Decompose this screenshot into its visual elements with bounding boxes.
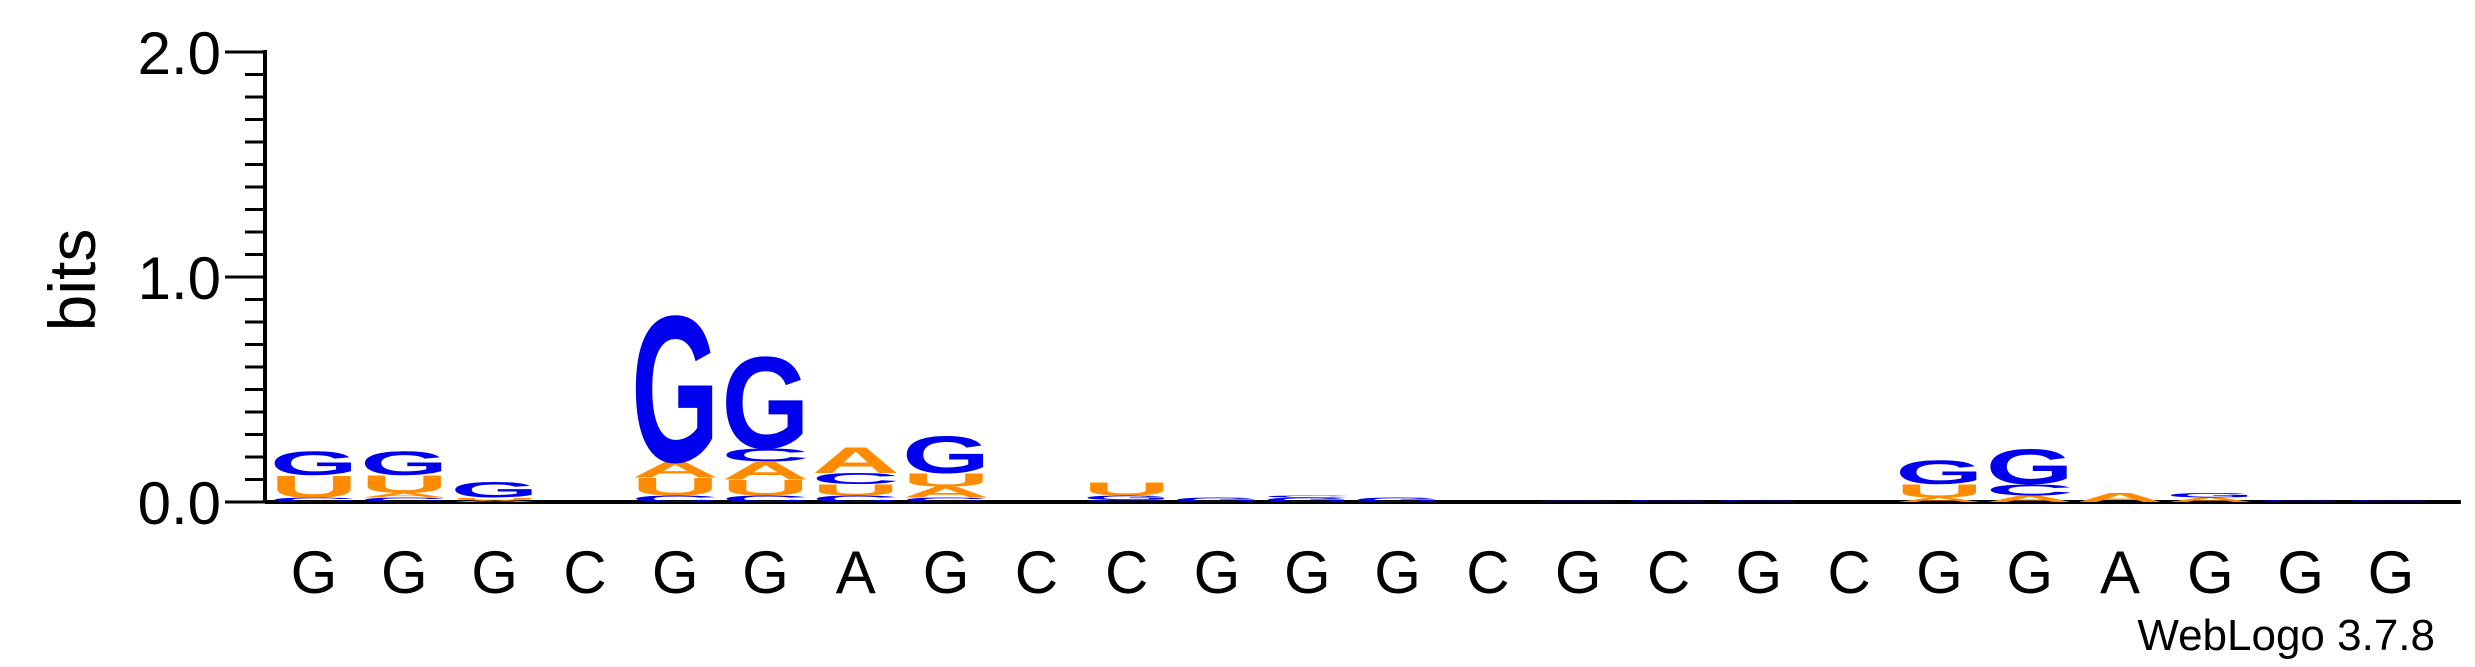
logo-letter: G — [1715, 499, 1803, 502]
position-label: G — [742, 539, 789, 606]
logo-letter: A — [902, 483, 990, 500]
logo-letter: A — [360, 492, 448, 499]
y-tick-label: 2.0 — [138, 20, 221, 87]
logo-letter: C — [631, 494, 719, 504]
logo-letter: G — [1534, 501, 1622, 503]
logo-letter: C — [902, 496, 990, 503]
logo-letter: C — [812, 494, 900, 504]
logo-letter: C — [360, 496, 448, 503]
y-tick-label: 0.0 — [138, 470, 221, 537]
position-label: G — [1284, 539, 1331, 606]
logo-letter: G — [1173, 496, 1261, 503]
position-label: C — [563, 539, 606, 606]
logo-letter: A — [1895, 496, 1983, 503]
logo-letter: A — [2076, 491, 2164, 505]
position-label: G — [381, 539, 428, 606]
logo-letter: G — [722, 329, 810, 476]
logo-letter: G — [1354, 496, 1442, 503]
logo-letter: U — [1895, 481, 1983, 502]
position-label: C — [1015, 539, 1058, 606]
logo-letter: A — [631, 458, 719, 482]
position-label: C — [1647, 539, 1690, 606]
logo-letter: G — [2347, 499, 2435, 502]
position-label: G — [471, 539, 518, 606]
position-label: G — [2277, 539, 2324, 606]
logo-letter: C — [812, 470, 900, 487]
logo-letter: A — [1986, 494, 2074, 504]
logo-letter: G — [1625, 499, 1713, 502]
logo-letter: C — [722, 445, 810, 466]
logo-letter: C — [722, 494, 810, 504]
position-label: G — [1916, 539, 1963, 606]
position-label: G — [923, 539, 970, 606]
logo-letter: G — [1083, 494, 1171, 501]
logo-letter: C — [1263, 495, 1351, 498]
position-label: G — [2006, 539, 2053, 606]
position-label: G — [291, 539, 338, 606]
logo-letter: U — [812, 481, 900, 498]
y-tick-label: 1.0 — [138, 245, 221, 312]
position-label: A — [836, 539, 876, 606]
y-ticks: 0.0 1.0 2.0 — [138, 20, 265, 537]
logo-letter: U — [631, 473, 719, 501]
position-label: G — [2368, 539, 2415, 606]
position-label: G — [1194, 539, 1241, 606]
logo-letter: C — [1083, 499, 1171, 502]
credit-label: WebLogo 3.7.8 — [2137, 611, 2435, 660]
logo-letter: G — [1986, 439, 2074, 495]
position-label: A — [2100, 539, 2140, 606]
logo-letter: G — [360, 444, 448, 483]
position-label: G — [1735, 539, 1782, 606]
logo-letter: U — [270, 469, 358, 504]
logo-letter: G — [1263, 496, 1351, 503]
logo-letter: A — [2166, 496, 2254, 503]
logo-letter: G — [451, 478, 539, 502]
logo-letter: U — [360, 470, 448, 498]
logo-letter: A — [451, 499, 539, 502]
logo-letter: G — [631, 272, 719, 506]
position-label: G — [652, 539, 699, 606]
logo-letter: U — [451, 497, 539, 500]
logo-letter: G — [270, 444, 358, 483]
logo-letter: G — [902, 425, 990, 485]
logo-letter: A — [812, 439, 900, 481]
logo-letter: U — [1083, 478, 1171, 499]
position-label: G — [2187, 539, 2234, 606]
position-label: G — [1374, 539, 1421, 606]
logo-letter: U — [902, 469, 990, 490]
position-label: C — [1466, 539, 1509, 606]
position-label: C — [1827, 539, 1870, 606]
position-label: G — [1555, 539, 1602, 606]
logo-letter: C — [1986, 481, 2074, 498]
logo-letter: G — [2166, 492, 2254, 499]
y-axis: 0.0 1.0 2.0 — [138, 20, 267, 537]
position-label: C — [1105, 539, 1148, 606]
logo-letter: G — [2257, 499, 2345, 502]
logo-letter: U — [722, 476, 810, 500]
logo-letter: C — [270, 496, 358, 503]
logo-letter: A — [722, 457, 810, 485]
logo-letter: G — [1895, 453, 1983, 492]
y-axis-title: bits — [35, 229, 109, 332]
